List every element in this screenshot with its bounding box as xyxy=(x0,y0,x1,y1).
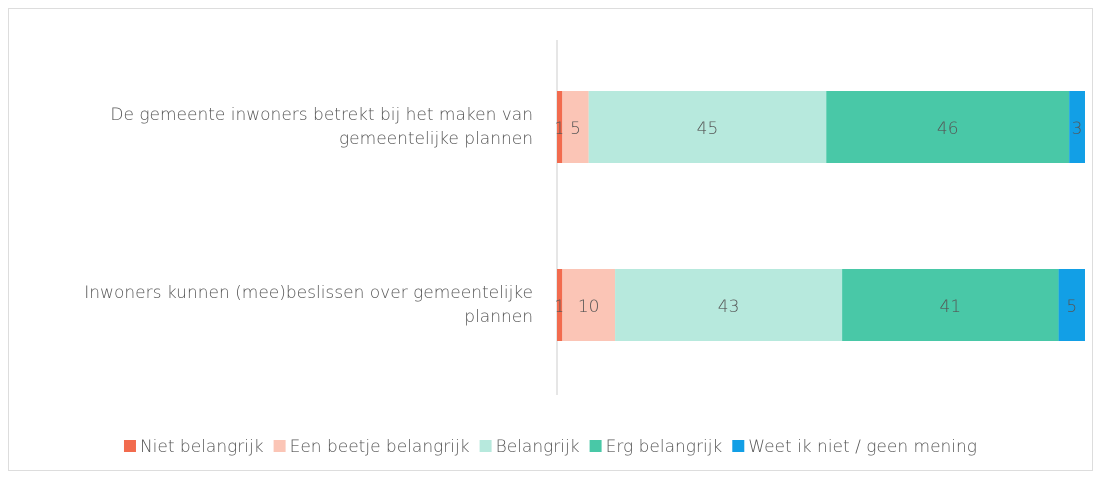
bar-segment xyxy=(1069,91,1085,163)
legend-swatch xyxy=(732,440,745,452)
data-label: 1 xyxy=(554,119,565,139)
bar-segment xyxy=(842,269,1059,341)
data-label: 46 xyxy=(937,119,959,139)
bar-segment xyxy=(557,269,563,341)
chart-border xyxy=(8,8,1093,471)
legend-label: Een beetje belangrijk xyxy=(290,437,470,457)
legend-label: Erg belangrijk xyxy=(606,437,723,457)
data-label: 1 xyxy=(554,297,565,317)
data-label: 5 xyxy=(1066,297,1077,317)
legend-label: Belangrijk xyxy=(496,437,580,457)
data-label: 10 xyxy=(578,297,600,317)
legend-swatch xyxy=(479,440,492,452)
legend-label: Niet belangrijk xyxy=(140,437,264,457)
category-label: Inwoners kunnen (mee)beslissen over geme… xyxy=(84,283,533,327)
data-label: 5 xyxy=(570,119,581,139)
bar-segment xyxy=(562,269,616,341)
legend-swatch xyxy=(273,440,286,452)
bar-segment xyxy=(615,269,843,341)
legend-label: Weet ik niet / geen mening xyxy=(748,437,977,457)
category-label: De gemeente inwoners betrekt bij het mak… xyxy=(110,105,533,149)
data-label: 45 xyxy=(697,119,719,139)
legend-swatch xyxy=(123,440,136,452)
bar-segment xyxy=(557,91,563,163)
data-label: 3 xyxy=(1072,119,1083,139)
bar-segment xyxy=(826,91,1070,163)
data-label: 41 xyxy=(940,297,962,317)
bar-segment xyxy=(588,91,827,163)
legend-swatch xyxy=(589,440,602,452)
data-label: 43 xyxy=(718,297,740,317)
bar-segment xyxy=(562,91,589,163)
bar-segment xyxy=(1058,269,1085,341)
